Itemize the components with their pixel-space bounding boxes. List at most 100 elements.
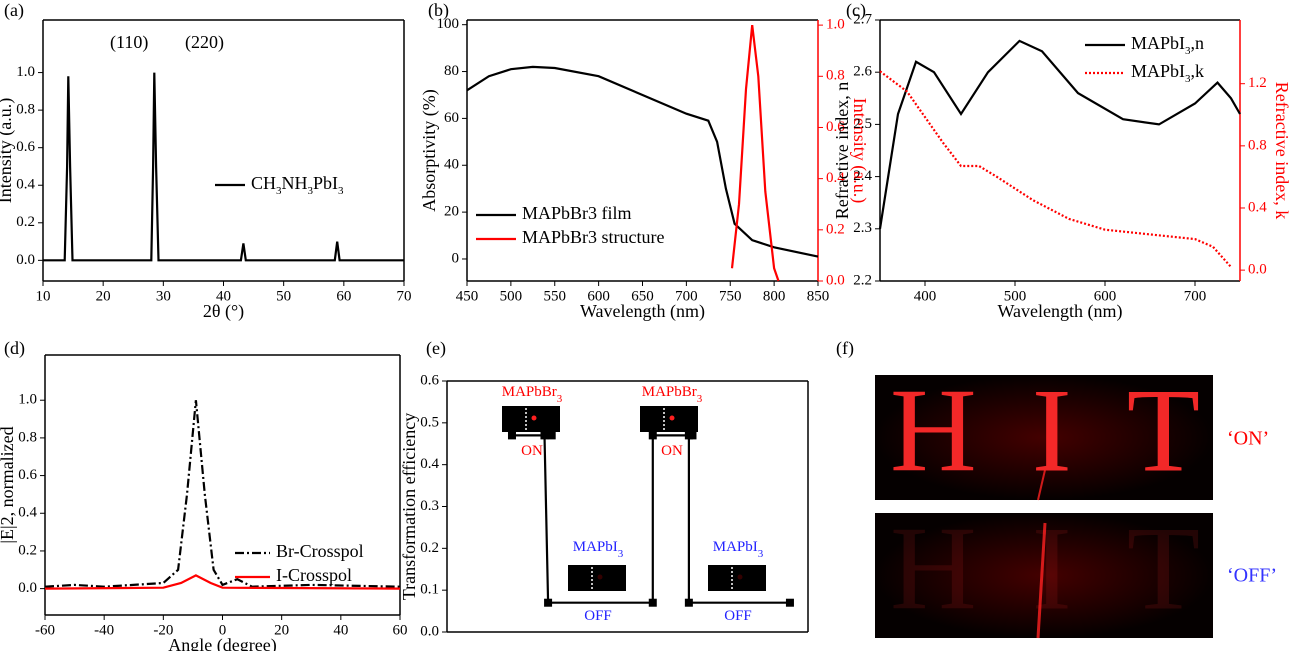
y-tick-label: 20 [444, 204, 459, 220]
y-tick-label: 0.3 [420, 498, 439, 514]
inset-spot [597, 574, 603, 580]
annotation: (110) [110, 32, 148, 53]
y2-tick-label: 0.0 [1248, 262, 1267, 278]
y-tick-label: 0.4 [16, 177, 35, 193]
x-axis-label: Wavelength (nm) [997, 301, 1122, 322]
y-tick-label: 0.2 [16, 214, 35, 230]
data-line [43, 72, 404, 262]
photo-text: HIT [890, 502, 1200, 635]
y2-tick-label: 0.4 [1248, 199, 1267, 215]
x-axis-label: Wavelength (nm) [580, 301, 705, 322]
annotation: ON [661, 443, 683, 459]
data-line [44, 400, 401, 588]
x-tick-label: 40 [216, 288, 231, 304]
x-tick-label: 800 [763, 288, 786, 304]
y-tick-label: 0.0 [16, 252, 35, 268]
data-marker [648, 431, 657, 440]
x-axis-label: 2θ (°) [203, 301, 244, 322]
y-tick-label: 80 [444, 63, 459, 79]
legend-label: I-Crosspol [276, 565, 352, 585]
y2-tick-label: 0.8 [826, 68, 845, 84]
y-tick-label: 0.0 [420, 623, 439, 639]
data-marker [684, 598, 693, 607]
x-tick-label: 850 [807, 288, 830, 304]
annotation: OFF [724, 608, 752, 624]
y-tick-label: 2.6 [853, 64, 872, 80]
inset-spot [737, 574, 743, 580]
data-line [44, 574, 401, 590]
annotation: MAPbI3 [713, 539, 764, 559]
y-tick-label: 0.6 [16, 139, 35, 155]
photo-text: HIT [890, 364, 1200, 497]
panel-label: (c) [846, 0, 866, 21]
y2-axis-label: Refractive index, k [1272, 82, 1292, 219]
y-tick-label: 0.4 [18, 505, 37, 521]
x-tick-label: 700 [1184, 288, 1207, 304]
data-marker [544, 598, 553, 607]
inset-image [502, 406, 560, 432]
x-axis-label: Angle (degree) [168, 635, 276, 651]
x-tick-label: 650 [631, 288, 654, 304]
x-tick-label: -40 [94, 622, 114, 638]
x-tick-label: 500 [1004, 288, 1027, 304]
x-tick-label: 600 [1094, 288, 1117, 304]
x-tick-label: 450 [456, 288, 479, 304]
x-tick-label: 550 [544, 288, 567, 304]
y-tick-label: 0.1 [420, 582, 439, 598]
legend-label: MAPbBr3 structure [522, 227, 665, 247]
data-line [878, 39, 1241, 229]
legend-label: Br-Crosspol [276, 541, 364, 561]
data-marker [547, 431, 556, 440]
annotation: OFF [584, 608, 612, 624]
photo-streak [1036, 522, 1047, 639]
y-tick-label: 0.6 [420, 372, 439, 388]
y-tick-label: 0.2 [420, 540, 439, 556]
x-tick-label: 40 [333, 622, 348, 638]
y2-tick-label: 0.0 [826, 272, 845, 288]
legend-label: MAPbI3,k [1131, 61, 1204, 84]
y2-tick-label: 1.0 [826, 17, 845, 33]
annotation: MAPbBr3 [502, 384, 563, 404]
x-tick-label: 600 [587, 288, 610, 304]
y-tick-label: 0.8 [18, 429, 37, 445]
y-tick-label: 1.0 [18, 392, 37, 408]
x-tick-label: 400 [914, 288, 937, 304]
y-tick-label: 60 [444, 110, 459, 126]
data-marker [507, 431, 516, 440]
data-marker [684, 431, 693, 440]
data-marker [540, 431, 549, 440]
y-axis-label: |E|2, normalized [0, 426, 17, 543]
y-tick-label: 2.7 [853, 11, 872, 27]
y-tick-label: 2.3 [853, 220, 872, 236]
y-tick-label: 0 [452, 250, 460, 266]
annotation: (220) [185, 32, 224, 53]
y-tick-label: 2.5 [853, 116, 872, 132]
photo-streak [1037, 469, 1046, 501]
panel-label: (a) [4, 0, 24, 21]
x-tick-label: -20 [153, 622, 173, 638]
legend-label: MAPbI3,n [1131, 33, 1204, 56]
y-axis-label: Absorptivity (%) [419, 89, 440, 211]
annotation: MAPbBr3 [642, 384, 703, 404]
y-tick-label: 0.8 [16, 102, 35, 118]
y-axis-label: Refractive index, n [832, 82, 852, 219]
y-tick-label: 0.5 [420, 414, 439, 430]
photo-label: ‘ON’ [1227, 428, 1269, 450]
y-axis-label: Intensity (a.u.) [0, 98, 16, 203]
x-tick-label: 10 [36, 288, 51, 304]
x-tick-label: 30 [156, 288, 171, 304]
panel-label: (e) [426, 338, 446, 359]
x-tick-label: 0 [219, 622, 227, 638]
panel-label: (d) [4, 338, 25, 359]
annotation: MAPbI3 [573, 539, 624, 559]
x-tick-label: 60 [393, 622, 408, 638]
y2-tick-label: 0.4 [826, 170, 845, 186]
data-line [879, 70, 1232, 268]
legend-label: CH3NH3PbI3 [251, 173, 344, 196]
y-tick-label: 0.0 [18, 580, 37, 596]
data-line [730, 24, 780, 282]
data-marker [785, 598, 794, 607]
y-axis-label: Transformation efficiency [399, 413, 419, 600]
y-tick-label: 0.2 [18, 542, 37, 558]
